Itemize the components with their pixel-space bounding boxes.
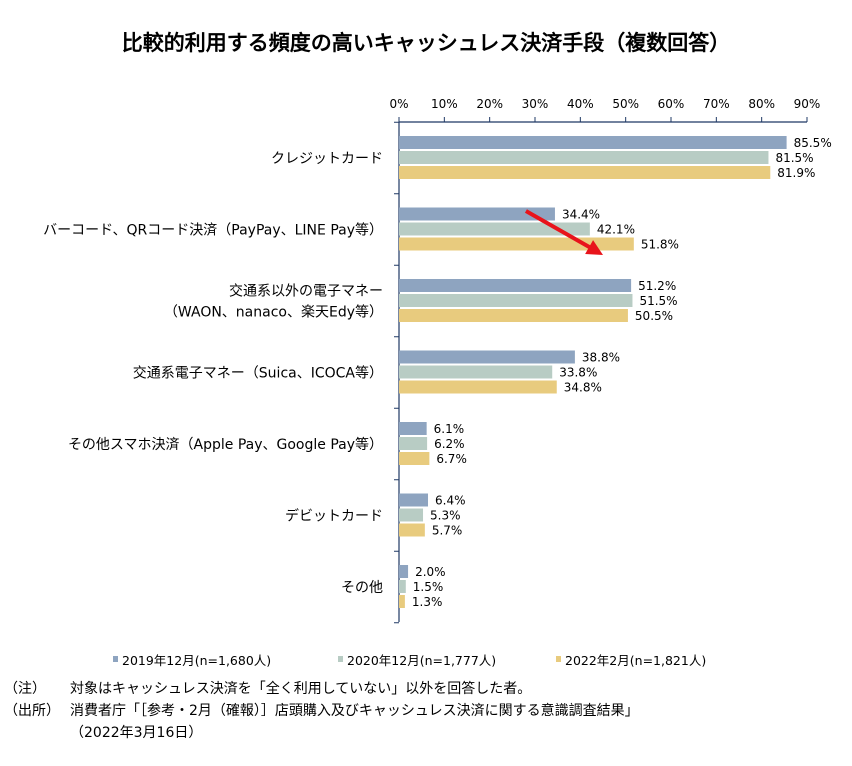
note-label: （注） [4,681,46,697]
bar [399,294,633,307]
category-label: その他スマホ決済（Apple Pay、Google Pay等） [68,436,383,453]
legend-swatch [556,656,561,662]
data-label: 2.0% [415,565,446,579]
data-label: 81.5% [775,151,813,165]
data-label: 6.2% [434,437,465,451]
category-label: （WAON、nanaco、楽天Edy等） [164,304,383,321]
bar [399,493,429,507]
bar [399,523,425,537]
legend-label: 2020年12月(n=1,777人) [347,653,496,668]
data-label: 38.8% [582,351,620,365]
x-tick-label: 70% [703,97,730,111]
chart-title: 比較的利用する頻度の高いキャッシュレス決済手段（複数回答） [122,31,731,55]
category-label: 交通系以外の電子マネー [229,283,383,300]
x-tick-label: 60% [658,97,685,111]
x-tick-label: 10% [431,97,458,111]
bar [399,508,424,522]
data-label: 6.7% [436,452,467,466]
data-label: 51.2% [638,279,676,293]
data-label: 81.9% [777,166,815,180]
x-tick-label: 50% [612,97,639,111]
x-tick-label: 40% [567,97,594,111]
data-label: 1.5% [413,580,444,594]
source-date-row: （2022年3月16日） [4,722,202,742]
x-tick-label: 20% [476,97,503,111]
bar [399,151,769,164]
data-label: 5.3% [430,509,461,523]
note-text: 対象はキャッシュレス決済を「全く利用していない」以外を回答した者。 [70,681,532,697]
source-row: （出所） 消費者庁「［参考・2月（確報）］店頭購入及びキャッシュレス決済に関する意… [4,700,639,720]
source-label: （出所） [4,703,60,719]
source-date: （2022年3月16日） [70,725,203,741]
bar [399,279,632,292]
bar [399,166,771,179]
data-label: 1.3% [412,595,443,609]
legend-label: 2022年2月(n=1,821人) [565,653,706,668]
axes: 0% 10% 20% 30% 40% 50% 60% 70% 80% 90% [389,97,821,624]
bar [399,565,409,578]
data-label: 5.7% [432,524,463,538]
category-label: その他 [341,580,383,596]
bar [399,309,628,322]
data-label: 6.1% [434,422,465,436]
data-label: 34.8% [564,381,602,395]
bar [399,422,427,435]
category-label: デビットカード [285,508,383,525]
category-label: 交通系電子マネー（Suica、ICOCA等） [133,365,383,382]
data-label: 51.8% [641,238,679,252]
data-label: 34.4% [562,208,600,222]
bar [399,350,575,364]
legend: 2019年12月(n=1,680人) 2020年12月(n=1,777人) 2022… [113,653,706,668]
bar [399,222,590,236]
source-text: 消費者庁「［参考・2月（確報）］店頭購入及びキャッシュレス決済に関する意識調査結… [70,703,639,719]
legend-swatch [338,656,343,662]
legend-label: 2019年12月(n=1,680人) [122,653,271,668]
x-tick-label: 80% [748,97,775,111]
bar [399,580,406,593]
category-label: クレジットカード [271,151,383,167]
annotations [524,209,603,255]
bar [399,595,405,608]
bar [399,380,557,394]
data-label: 50.5% [635,309,673,323]
bar [399,207,555,221]
data-label: 42.1% [597,223,635,237]
x-tick-label: 90% [794,97,821,111]
x-tick-label: 30% [522,97,549,111]
bar [399,136,787,149]
bar [399,452,430,465]
bar [399,437,428,450]
category-label: バーコード、QRコード決済（PayPay、LINE Pay等） [43,222,383,239]
x-tick-label: 0% [389,97,408,111]
data-label: 85.5% [794,136,832,150]
data-label: 51.5% [639,294,677,308]
bars: クレジットカード 85.5%81.5%81.9% バーコード、QRコード決済（Pay… [43,136,832,609]
arrow-head-icon [585,240,603,255]
bar [399,365,553,379]
note-row: （注） 対象はキャッシュレス決済を「全く利用していない」以外を回答した者。 [4,678,531,698]
data-label: 6.4% [435,494,466,508]
data-label: 33.8% [559,366,597,380]
legend-swatch [113,656,118,662]
arrow-shaft [524,209,592,250]
